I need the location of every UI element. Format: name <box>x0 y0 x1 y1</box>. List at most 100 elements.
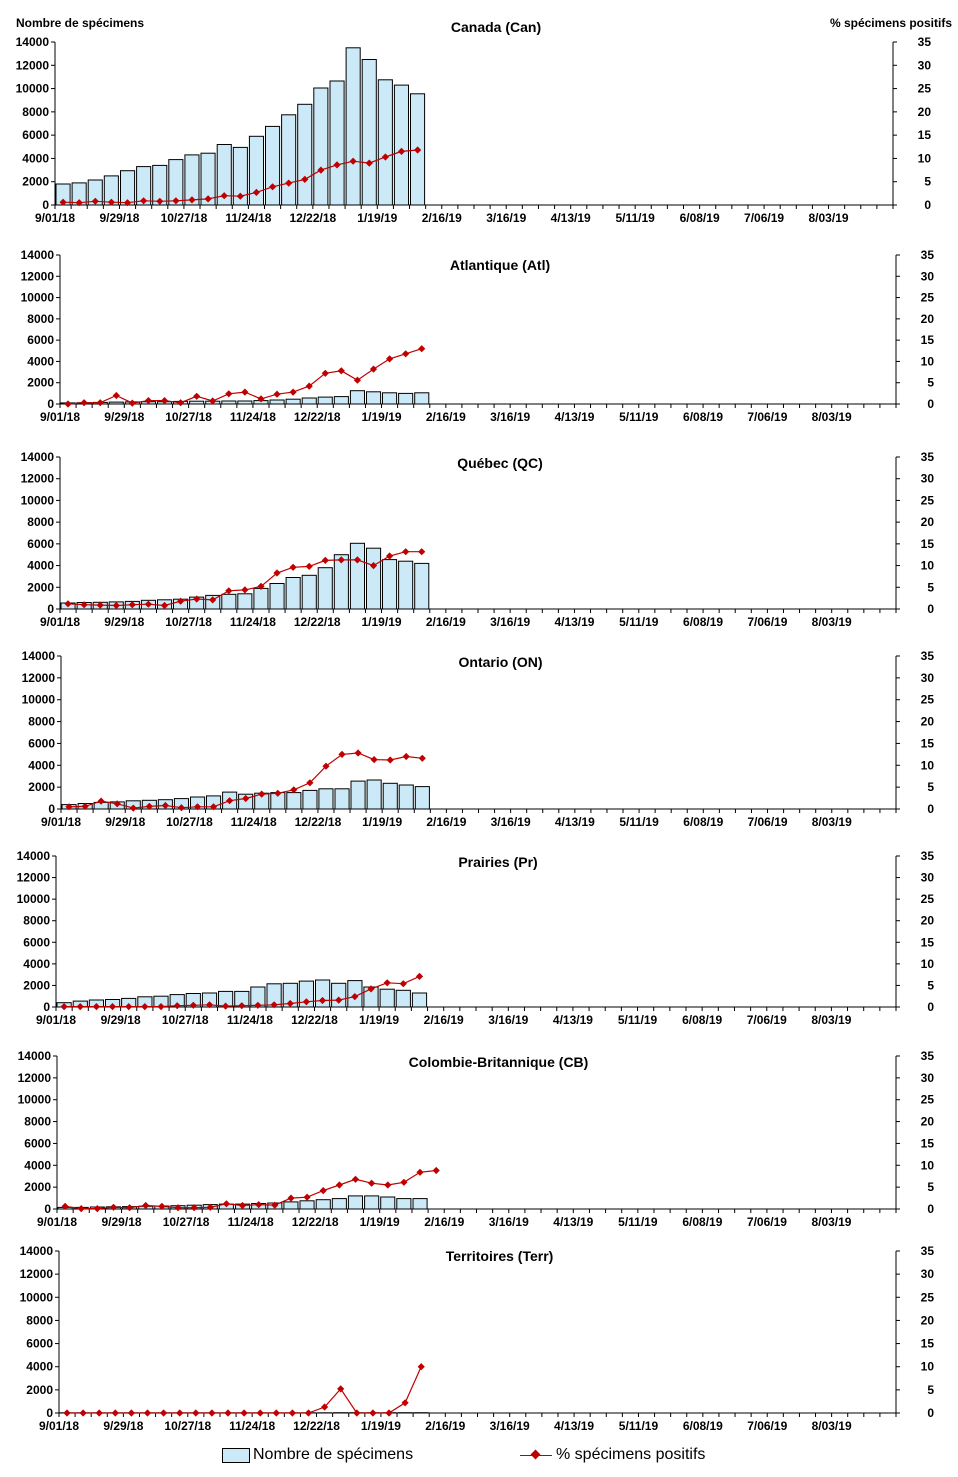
chart-6-percent-point <box>222 1200 230 1208</box>
chart-6-left-tick-label: 14000 <box>18 1049 52 1063</box>
chart-7-right-tick-label: 30 <box>921 1267 935 1281</box>
chart-2-percent-point <box>96 399 104 407</box>
chart-3-left-tick-label: 4000 <box>27 559 54 573</box>
chart-1-bar <box>329 80 345 206</box>
chart-5-percent-point <box>367 985 375 993</box>
chart-7-right-tick-label: 10 <box>921 1360 935 1374</box>
chart-3-percent-point <box>112 601 120 610</box>
chart-5-left-tick-label: 4000 <box>23 957 50 971</box>
chart-2-x-tick-label: 10/27/18 <box>165 410 212 424</box>
chart-5-x-tick-label: 12/22/18 <box>291 1013 338 1027</box>
chart-6-percent-point <box>206 1203 214 1211</box>
chart-3-x-tick-label: 1/19/19 <box>362 615 402 629</box>
chart-3-x-tick-label: 9/29/18 <box>104 615 144 629</box>
chart-6-percent-point <box>271 1201 279 1209</box>
chart-6-left-tick-label: 12000 <box>18 1071 52 1085</box>
chart-2-bar <box>333 396 349 405</box>
chart-2-percent-point <box>289 388 297 396</box>
chart-3-left-tick-label: 8000 <box>27 515 54 529</box>
chart-1-title: Canada (Can) <box>451 19 541 35</box>
chart-4-percent-point <box>354 749 362 757</box>
chart-4-percent-point <box>129 804 137 812</box>
chart-5-right-tick-label: 0 <box>927 1000 934 1014</box>
chart-2-left-tick-label: 4000 <box>27 354 54 368</box>
chart-3-percent-point <box>144 600 152 608</box>
chart-1-x-tick-label: 5/11/19 <box>615 211 655 225</box>
chart-1-x-tick-label: 6/08/19 <box>680 211 720 225</box>
chart-2-x-tick-label: 6/08/19 <box>683 410 723 424</box>
chart-7-left-tick-label: 10000 <box>20 1290 54 1304</box>
chart-3-x-tick-label: 7/06/19 <box>747 615 787 629</box>
chart-1-percent-point <box>59 198 67 206</box>
chart-6-bar <box>396 1198 412 1210</box>
chart-5-left-tick-label: 8000 <box>23 914 50 928</box>
chart-5-percent-point <box>270 1001 278 1009</box>
chart-5-right-tick-label: 15 <box>921 935 935 949</box>
chart-3-right-tick-label: 30 <box>921 472 935 486</box>
chart-3-right-tick-label: 5 <box>927 580 934 594</box>
chart-1-x-tick-label: 1/19/19 <box>357 211 397 225</box>
chart-6-percent-point <box>158 1202 166 1210</box>
chart-5-percent-point <box>205 1001 214 1009</box>
chart-4-x-tick-label: 10/27/18 <box>166 815 213 829</box>
chart-3-bar <box>285 577 301 610</box>
chart-4-right-tick-label: 20 <box>921 715 935 729</box>
chart-3-x-tick-label: 6/08/19 <box>683 615 723 629</box>
chart-2-percent-point <box>209 397 217 405</box>
chart-7-right-tick-label: 15 <box>921 1337 935 1351</box>
chart-6-percent-point <box>368 1179 376 1187</box>
legend-line: % spécimens positifs <box>520 1446 705 1464</box>
chart-4-left-tick-label: 0 <box>48 802 55 816</box>
chart-1-left-tick-label: 10000 <box>16 82 50 96</box>
chart-5-percent-point <box>415 972 424 980</box>
chart-3-bar <box>414 562 430 610</box>
chart-4-percent-point <box>306 779 314 787</box>
chart-4-percent-point <box>258 790 266 798</box>
chart-7-percent-point <box>95 1409 103 1417</box>
chart-4-x-tick-label: 11/24/18 <box>231 815 277 829</box>
chart-2-right-tick-label: 15 <box>921 333 935 347</box>
chart-3-bar <box>398 560 414 610</box>
chart-1-right-tick-label: 25 <box>918 82 932 96</box>
chart-5-percent-point <box>383 979 391 987</box>
chart-7-percent-point <box>63 1409 71 1417</box>
chart-6-bar <box>412 1198 428 1210</box>
chart-2-title: Atlantique (Atl) <box>450 257 550 273</box>
chart-4-left-tick-label: 2000 <box>28 780 55 794</box>
chart-5-x-tick-label: 1/19/19 <box>359 1013 399 1027</box>
chart-1-percent-point <box>381 153 389 161</box>
chart-6-percent-point <box>432 1166 440 1175</box>
chart-3-percent-point <box>257 582 265 590</box>
chart-7-percent-point <box>321 1403 329 1411</box>
chart-3-x-tick-label: 10/27/18 <box>165 615 212 629</box>
chart-1-bar <box>281 114 297 206</box>
chart-5-bar <box>411 992 428 1008</box>
chart-2-percent-point <box>241 388 249 396</box>
chart-7-percent-point <box>385 1409 393 1417</box>
chart-4-percent-point <box>145 802 153 810</box>
chart-1-percent-point <box>156 197 164 205</box>
chart-2-percent-point <box>257 395 265 403</box>
chart-4-left-tick-label: 12000 <box>22 671 56 685</box>
chart-6-percent-point <box>400 1178 408 1186</box>
chart-2-right-tick-label: 35 <box>921 248 935 262</box>
chart-5-title: Prairies (Pr) <box>458 854 537 870</box>
chart-3-percent-point <box>353 556 361 564</box>
chart-1-left-tick-label: 4000 <box>22 151 49 165</box>
chart-6-left-tick-label: 6000 <box>24 1136 51 1150</box>
chart-5-right-tick-label: 35 <box>921 849 935 863</box>
chart-2-left-tick-label: 14000 <box>21 248 55 262</box>
chart-7-percent-point <box>240 1409 248 1417</box>
chart-4-title: Ontario (ON) <box>459 654 543 670</box>
chart-7-left-tick-label: 4000 <box>26 1360 53 1374</box>
chart-3-right-tick-label: 15 <box>921 537 935 551</box>
chart-5-percent-point <box>108 1003 117 1011</box>
chart-5-x-tick-label: 9/01/18 <box>36 1013 76 1027</box>
chart-7-percent-point <box>208 1409 216 1417</box>
chart-1-left-tick-label: 2000 <box>22 175 49 189</box>
chart-5-percent-point <box>173 1002 181 1010</box>
chart-2-x-tick-label: 9/01/18 <box>40 410 80 424</box>
chart-5-x-tick-label: 6/08/19 <box>682 1013 722 1027</box>
chart-3-right-tick-label: 20 <box>921 515 935 529</box>
chart-7-left-tick-label: 14000 <box>20 1244 54 1258</box>
